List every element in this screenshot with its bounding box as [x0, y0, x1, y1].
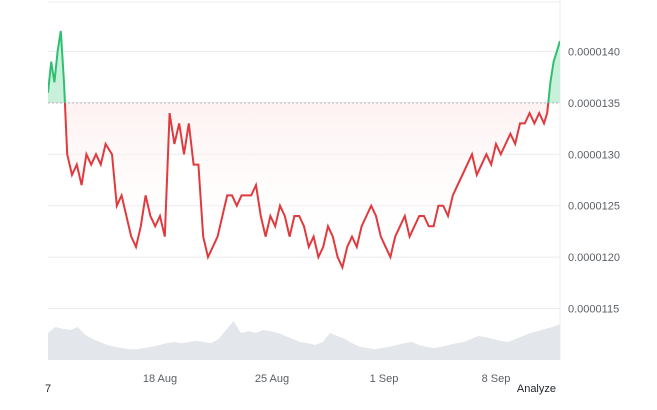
y-tick-label: 0.0000130 — [568, 149, 620, 161]
analyze-button[interactable]: Analyze — [517, 383, 556, 395]
y-tick-label: 0.0000140 — [568, 46, 620, 58]
x-tick-label: 25 Aug — [255, 373, 289, 385]
x-tick-label: 18 Aug — [143, 373, 177, 385]
x-start-label: 7 — [45, 383, 51, 395]
x-tick-label: 8 Sep — [482, 373, 511, 385]
y-axis: 0.0000140 0.0000135 0.0000130 0.0000125 0.00… — [568, 46, 620, 315]
y-tick-label: 0.0000135 — [568, 98, 620, 110]
x-axis: 18 Aug 25 Aug 1 Sep 8 Sep 7 — [45, 373, 510, 395]
y-tick-label: 0.0000115 — [568, 304, 619, 316]
volume-area — [48, 321, 560, 360]
price-fill — [48, 30, 560, 268]
y-tick-label: 0.0000120 — [568, 252, 620, 264]
series-line-down — [63, 102, 550, 271]
volume-area-shape — [48, 321, 560, 360]
fill-below-baseline — [64, 102, 549, 268]
price-line — [48, 30, 560, 271]
y-tick-label: 0.0000125 — [568, 201, 620, 213]
x-tick-label: 1 Sep — [370, 373, 399, 385]
